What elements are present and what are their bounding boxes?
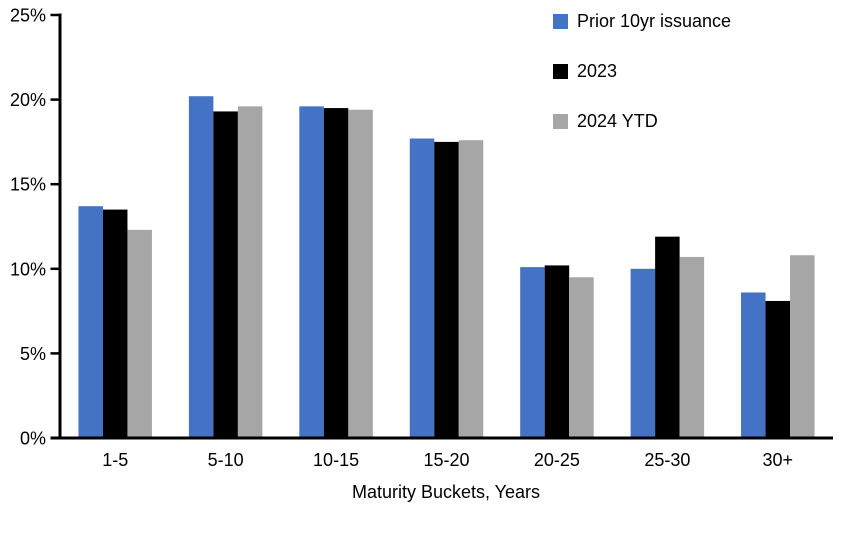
bar-2024-ytd-25-30 [679, 256, 705, 438]
bar-prior-10yr-issuance-20-25 [520, 267, 545, 438]
legend-label: 2023 [577, 60, 618, 81]
bar-2023-15-20 [434, 141, 459, 438]
x-tick-label-10-15: 10-15 [313, 450, 359, 470]
legend-item-2023: 2023 [553, 56, 731, 86]
bar-2023-5-10 [213, 111, 238, 438]
bar-2024-ytd-10-15 [348, 109, 373, 438]
legend-item-prior-10yr-issuance: Prior 10yr issuance [553, 6, 731, 36]
bar-2023-1-5 [102, 209, 128, 438]
bar-2023-30 [765, 300, 791, 438]
bar-prior-10yr-issuance-1-5 [78, 206, 103, 438]
y-tick-label: 0% [20, 429, 46, 449]
y-tick-label: 15% [10, 175, 46, 195]
bar-2024-ytd-1-5 [127, 229, 152, 438]
bar-prior-10yr-issuance-15-20 [409, 138, 435, 438]
x-tick-label-15-20: 15-20 [423, 450, 469, 470]
bar-2023-20-25 [544, 265, 570, 438]
legend-item-2024-ytd: 2024 YTD [553, 106, 731, 136]
chart-legend: Prior 10yr issuance 2023 2024 YTD [553, 6, 731, 156]
x-axis-title: Maturity Buckets, Years [351, 482, 541, 502]
legend-label: 2024 YTD [577, 110, 658, 131]
bar-2023-25-30 [655, 236, 680, 438]
bar-prior-10yr-issuance-5-10 [188, 96, 214, 438]
bar-prior-10yr-issuance-25-30 [630, 268, 656, 438]
bar-2024-ytd-20-25 [569, 277, 594, 438]
bar-prior-10yr-issuance-10-15 [299, 106, 324, 439]
bar-2023-10-15 [323, 108, 349, 438]
y-tick-label: 25% [10, 6, 46, 26]
x-tick-label-5-10: 5-10 [208, 450, 244, 470]
legend-swatch-black-icon [553, 63, 568, 79]
y-tick-label: 10% [10, 259, 46, 279]
bar-prior-10yr-issuance-30 [741, 292, 766, 438]
x-tick-label-25-30: 25-30 [644, 450, 690, 470]
x-tick-label-30: 30+ [763, 450, 794, 470]
y-tick-label: 5% [20, 344, 46, 364]
bar-2024-ytd-15-20 [458, 140, 484, 438]
bar-2024-ytd-30 [790, 255, 815, 438]
bar-2024-ytd-5-10 [237, 106, 263, 439]
x-tick-label-1-5: 1-5 [102, 450, 128, 470]
x-tick-label-20-25: 20-25 [534, 450, 580, 470]
legend-label: Prior 10yr issuance [577, 10, 732, 31]
y-tick-label: 20% [10, 90, 46, 110]
legend-swatch-gray-icon [553, 113, 568, 129]
legend-swatch-blue-icon [553, 13, 568, 29]
